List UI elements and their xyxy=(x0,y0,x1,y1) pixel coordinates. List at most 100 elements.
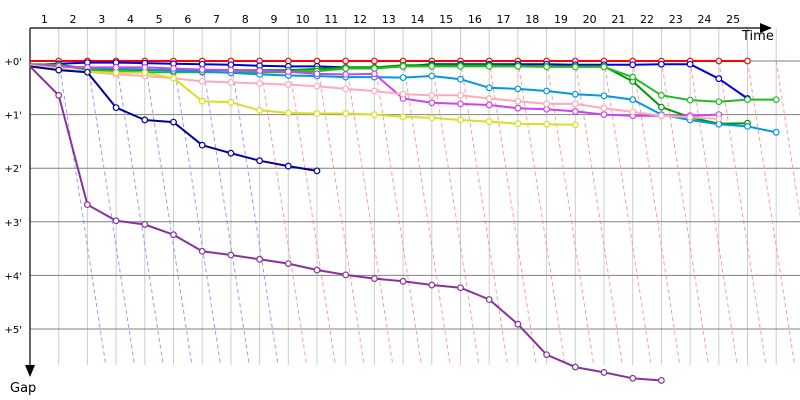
data-point xyxy=(313,57,321,65)
data-point xyxy=(313,167,321,175)
data-point xyxy=(485,84,493,92)
series xyxy=(29,57,780,384)
data-point xyxy=(514,85,522,93)
lapped-guide-line xyxy=(546,60,595,366)
data-point xyxy=(227,66,235,74)
lap-number-label: 23 xyxy=(669,13,683,26)
data-point xyxy=(600,104,608,112)
lapped-guide-line xyxy=(86,60,136,366)
lap-number-label: 15 xyxy=(439,13,453,26)
y-tick-label: +4' xyxy=(5,271,23,282)
series-line xyxy=(29,64,576,126)
data-point xyxy=(284,162,292,170)
data-point xyxy=(170,118,177,126)
data-point xyxy=(284,81,292,88)
data-point xyxy=(514,97,522,105)
lapped-guide-line xyxy=(345,60,394,366)
lap-number-label: 12 xyxy=(353,13,367,26)
data-point xyxy=(198,247,206,255)
tick-labels: 1 2 3 4 5 6 7 8 9 10 11 12 13 14 15 16 17 18 19 20 21 22 23 24 2… xyxy=(5,13,741,336)
data-point xyxy=(428,62,436,70)
data-point xyxy=(457,62,464,70)
lapped-guide-line xyxy=(603,60,652,366)
data-point xyxy=(428,99,436,107)
axes: Time Gap xyxy=(10,23,774,396)
data-point xyxy=(313,266,321,274)
data-point xyxy=(658,91,665,99)
data-point xyxy=(399,113,407,121)
data-point xyxy=(227,149,235,157)
data-point xyxy=(141,69,149,77)
data-point xyxy=(457,100,464,108)
data-point xyxy=(256,80,264,87)
data-point xyxy=(514,320,522,328)
lapped-guide-line xyxy=(431,60,480,366)
x-axis-title: Time xyxy=(741,29,774,44)
data-point xyxy=(284,260,292,268)
lapped-guide-line xyxy=(517,60,566,366)
data-point xyxy=(715,57,723,65)
lapped-guide-line xyxy=(718,60,767,366)
lapped-guide-line xyxy=(259,60,308,366)
data-point xyxy=(772,128,780,136)
data-point xyxy=(313,70,321,78)
lapped-guide-line xyxy=(460,60,509,366)
data-point xyxy=(399,62,407,70)
y-tick-label: +1' xyxy=(5,111,23,122)
data-point xyxy=(600,111,608,118)
lap-number-label: 16 xyxy=(468,13,482,26)
data-point xyxy=(371,87,378,95)
data-point xyxy=(256,255,264,263)
data-point xyxy=(428,281,436,289)
data-point xyxy=(571,90,579,98)
data-point xyxy=(658,377,665,384)
data-point xyxy=(715,115,723,123)
data-point xyxy=(543,351,550,359)
y-axis-title: Gap xyxy=(10,381,36,396)
data-point xyxy=(170,65,177,72)
data-point xyxy=(55,91,63,99)
data-point xyxy=(658,112,665,120)
lap-number-label: 9 xyxy=(270,13,277,26)
y-tick-label: +0' xyxy=(5,57,23,68)
data-point xyxy=(198,141,206,149)
data-point xyxy=(342,110,350,117)
data-point xyxy=(428,72,436,80)
lapped-guide-line xyxy=(747,60,796,366)
data-point xyxy=(600,92,608,100)
data-point xyxy=(514,120,522,128)
data-point xyxy=(514,62,522,70)
data-point xyxy=(715,75,723,83)
data-point xyxy=(112,104,120,112)
lap-number-label: 20 xyxy=(583,13,597,26)
y-axis-arrow-icon xyxy=(25,365,35,377)
data-point xyxy=(629,374,637,382)
data-point xyxy=(744,96,751,103)
data-point xyxy=(83,201,91,209)
data-point xyxy=(686,60,694,68)
data-point xyxy=(313,110,321,117)
lap-number-label: 11 xyxy=(324,13,338,26)
data-point xyxy=(371,275,378,283)
lapped-guide-line xyxy=(58,60,107,366)
data-point xyxy=(744,122,751,130)
data-point xyxy=(371,70,378,78)
data-point xyxy=(629,73,637,81)
lapped-guide-line xyxy=(632,60,681,366)
lapped-guide-line xyxy=(287,60,336,366)
data-point xyxy=(227,251,235,259)
data-point xyxy=(686,96,694,104)
data-point xyxy=(485,95,493,102)
data-point xyxy=(55,66,63,74)
lap-number-label: 7 xyxy=(213,13,220,26)
data-point xyxy=(571,100,579,108)
data-point xyxy=(485,296,493,303)
data-point xyxy=(227,98,235,106)
lapped-guide-line xyxy=(230,60,279,366)
lap-number-label: 13 xyxy=(382,13,396,26)
data-point xyxy=(658,60,665,68)
data-point xyxy=(514,104,522,112)
data-point xyxy=(141,221,149,228)
data-point xyxy=(600,369,608,376)
